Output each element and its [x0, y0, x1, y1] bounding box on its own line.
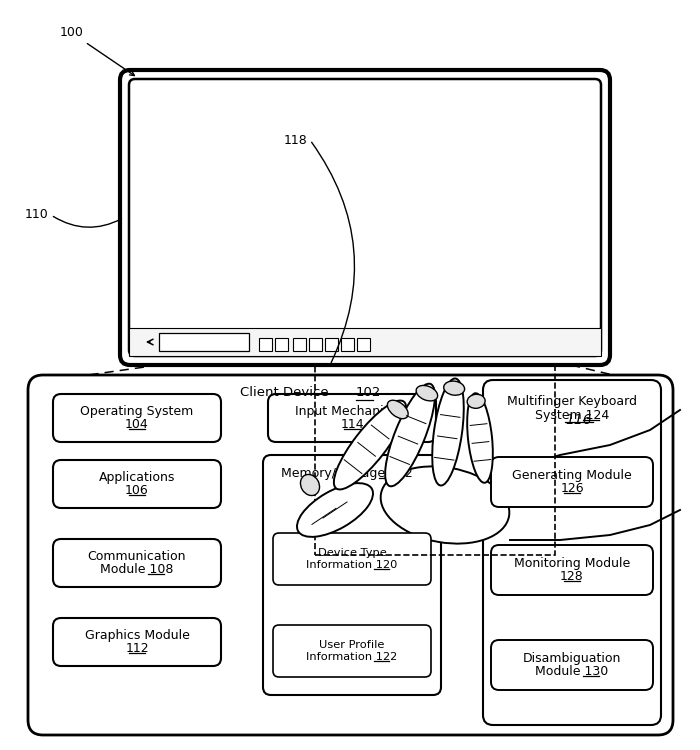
Ellipse shape	[444, 381, 465, 395]
FancyBboxPatch shape	[491, 545, 653, 595]
Text: 112: 112	[125, 642, 149, 655]
FancyBboxPatch shape	[268, 394, 436, 442]
Bar	[341, 338, 354, 351]
Text: 128: 128	[560, 570, 584, 583]
Text: 100: 100	[60, 26, 84, 38]
FancyBboxPatch shape	[53, 394, 221, 442]
Bar	[275, 338, 288, 351]
FancyBboxPatch shape	[53, 539, 221, 587]
Text: Generating Module: Generating Module	[512, 469, 632, 482]
Text: 106: 106	[125, 484, 149, 497]
Text: Disambiguation: Disambiguation	[523, 652, 621, 665]
Text: Multifinger Keyboard: Multifinger Keyboard	[507, 395, 637, 409]
Ellipse shape	[300, 475, 319, 496]
Text: Communication: Communication	[88, 550, 186, 563]
FancyBboxPatch shape	[53, 460, 221, 508]
Text: Module 130: Module 130	[536, 665, 608, 678]
Ellipse shape	[467, 394, 485, 408]
Bar	[315, 365, 555, 555]
Text: Client Device: Client Device	[239, 386, 332, 400]
Bar	[159, 333, 249, 351]
Ellipse shape	[381, 466, 510, 544]
Text: 116: 116	[565, 413, 592, 427]
FancyArrowPatch shape	[312, 142, 354, 362]
Text: Information 122: Information 122	[307, 652, 398, 662]
Text: 104: 104	[125, 418, 149, 431]
Text: Operating System: Operating System	[80, 405, 194, 418]
Text: 114: 114	[340, 418, 364, 431]
Text: Device Type: Device Type	[318, 548, 386, 558]
Ellipse shape	[334, 400, 406, 490]
FancyBboxPatch shape	[491, 457, 653, 507]
Text: Module 108: Module 108	[100, 563, 174, 576]
FancyBboxPatch shape	[53, 618, 221, 666]
Ellipse shape	[297, 483, 373, 537]
FancyBboxPatch shape	[483, 380, 661, 725]
Text: 126: 126	[560, 482, 584, 495]
Bar	[259, 338, 272, 351]
Text: 102: 102	[356, 386, 381, 400]
FancyBboxPatch shape	[129, 79, 601, 356]
FancyBboxPatch shape	[263, 455, 441, 695]
FancyBboxPatch shape	[120, 70, 610, 365]
Bar	[325, 338, 338, 351]
Bar	[357, 338, 370, 351]
Bar	[293, 338, 306, 351]
Text: Input Mechanisms: Input Mechanisms	[295, 405, 409, 418]
FancyBboxPatch shape	[273, 533, 431, 585]
Text: Information 120: Information 120	[307, 560, 398, 570]
Ellipse shape	[385, 384, 435, 486]
Bar	[309, 338, 322, 351]
Text: Memory/Storage 132: Memory/Storage 132	[281, 466, 413, 479]
FancyBboxPatch shape	[491, 640, 653, 690]
Ellipse shape	[387, 400, 408, 418]
Text: Monitoring Module: Monitoring Module	[514, 557, 630, 570]
Text: Graphics Module: Graphics Module	[85, 629, 190, 642]
Text: User Profile: User Profile	[319, 640, 385, 650]
FancyArrowPatch shape	[53, 217, 122, 227]
Ellipse shape	[416, 386, 438, 401]
Text: 110: 110	[25, 209, 48, 221]
Ellipse shape	[432, 379, 464, 485]
FancyBboxPatch shape	[273, 625, 431, 677]
Text: System 124: System 124	[535, 409, 609, 422]
Bar	[129, 328, 601, 356]
Text: Applications: Applications	[99, 471, 175, 484]
Ellipse shape	[467, 393, 493, 483]
Text: 118: 118	[284, 134, 307, 146]
FancyBboxPatch shape	[28, 375, 673, 735]
